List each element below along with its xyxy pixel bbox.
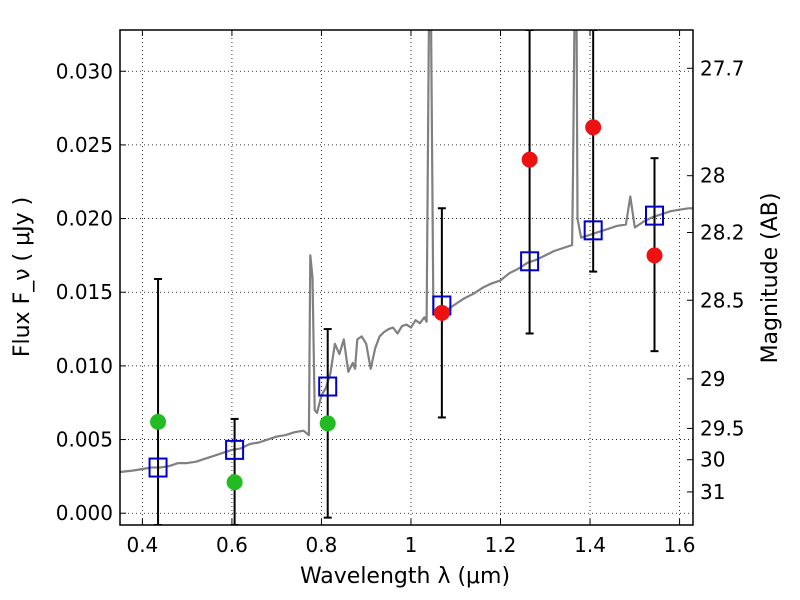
mag-tick-label: 30 — [700, 448, 725, 472]
model-box — [583, 220, 603, 241]
x-tick-label: 1.2 — [485, 533, 517, 557]
right-axis-label: Magnitude (AB) — [758, 193, 783, 364]
mag-tick-label: 28.5 — [700, 288, 745, 312]
point-optical — [226, 474, 243, 491]
x-tick-label: 1.6 — [664, 533, 696, 557]
model-box — [225, 439, 245, 460]
plot-frame — [119, 29, 694, 526]
mag-tick-label: 28.2 — [700, 220, 745, 244]
mag-tick-label: 29 — [700, 367, 725, 391]
mag-tick-label: 28 — [700, 164, 725, 188]
mag-tick-label: 27.7 — [700, 56, 745, 80]
observed-points — [150, 119, 663, 491]
model-box — [645, 205, 665, 226]
y-tick-label: 0.015 — [56, 280, 113, 304]
mag-tick-label: 29.5 — [700, 416, 745, 440]
model-spectrum-line — [120, 30, 693, 474]
x-axis-label: Wavelength λ (μm) — [300, 564, 510, 589]
model-boxes — [148, 205, 665, 478]
x-tick-label: 0.4 — [126, 533, 158, 557]
grid-lines — [120, 30, 693, 525]
x-tick-label: 1.4 — [574, 533, 606, 557]
x-tick-label: 0.8 — [306, 533, 338, 557]
x-tick-label: 1 — [405, 533, 418, 557]
model-box — [520, 251, 540, 272]
point-nir — [433, 304, 450, 321]
y-tick-label: 0.010 — [56, 354, 113, 378]
point-nir — [585, 119, 602, 136]
model-box — [318, 376, 338, 397]
y-tick-label: 0.025 — [56, 133, 113, 157]
y-tick-label: 0.005 — [56, 428, 113, 452]
point-optical — [150, 413, 167, 430]
y-tick-label: 0.030 — [56, 59, 113, 83]
y-tick-label: 0.020 — [56, 207, 113, 231]
y-axis-label: Flux F_ν ( μJy ) — [10, 197, 35, 357]
x-tick-label: 0.6 — [216, 533, 248, 557]
mag-tick-label: 31 — [700, 480, 725, 504]
point-nir — [646, 247, 663, 264]
point-nir — [521, 151, 538, 168]
axis-ticks: 0.4 0.6 0.8 1 1.2 1.4 1.6 0.000 0.005 0.010 0.015 0… — [56, 30, 745, 557]
model-box — [148, 457, 168, 478]
point-optical — [319, 415, 336, 432]
model-spectrum — [120, 30, 693, 474]
y-tick-label: 0.000 — [56, 501, 113, 525]
